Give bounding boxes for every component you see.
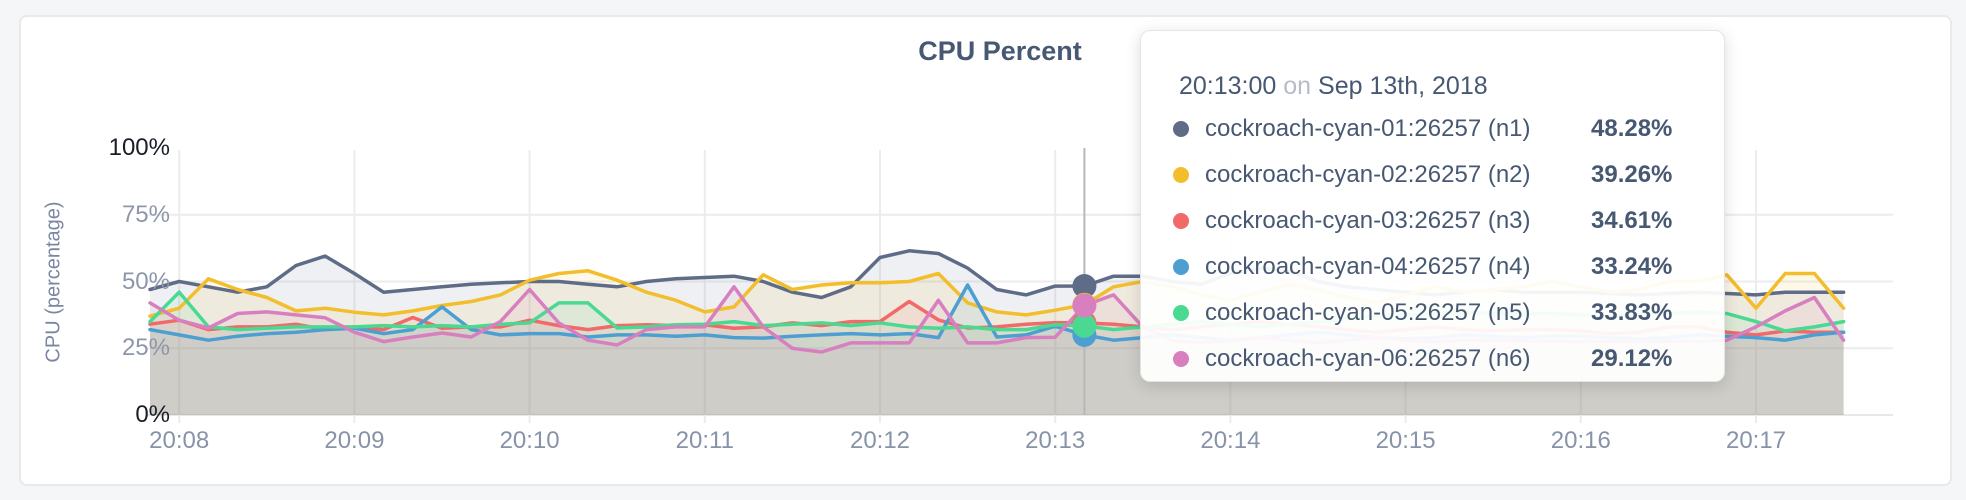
tooltip-series-value: 33.83% — [1591, 299, 1673, 326]
tooltip-series-name: cockroach-cyan-01:26257 (n1) — [1205, 115, 1531, 142]
y-tick-label-0%: 0% — [135, 401, 170, 428]
tooltip-row-n3: cockroach-cyan-03:26257 (n3) 34.61% — [1173, 198, 1694, 244]
tooltip-series-dot-icon — [1173, 305, 1189, 321]
x-tick-label-20:08: 20:08 — [149, 427, 210, 454]
tooltip-series-dot-icon — [1173, 121, 1189, 137]
y-tick-label-50%: 50% — [121, 267, 170, 295]
tooltip-series-dot-icon — [1173, 213, 1189, 229]
hover-dot-n5 — [1072, 313, 1097, 338]
x-tick-label-20:11: 20:11 — [675, 427, 734, 454]
x-tick-label-20:15: 20:15 — [1375, 427, 1436, 454]
tooltip-series-name: cockroach-cyan-02:26257 (n2) — [1205, 161, 1531, 188]
tooltip-series-value: 29.12% — [1591, 345, 1673, 372]
x-tick-label-20:09: 20:09 — [324, 427, 385, 454]
hover-dot-n1 — [1072, 274, 1097, 299]
x-tick-label-20:13: 20:13 — [1025, 427, 1086, 454]
x-tick-label-20:10: 20:10 — [499, 427, 560, 454]
tooltip-series-list: cockroach-cyan-01:26257 (n1) 48.28% cockro… — [1173, 106, 1694, 382]
x-tick-label-20:17: 20:17 — [1725, 427, 1787, 454]
series-area-n4 — [150, 285, 1844, 415]
tooltip-series-name: cockroach-cyan-03:26257 (n3) — [1205, 207, 1531, 234]
tooltip-series-dot-icon — [1173, 259, 1189, 275]
tooltip-series-dot-icon — [1173, 351, 1189, 367]
tooltip-series-value: 34.61% — [1591, 207, 1673, 234]
tooltip-time: 20:13:00 — [1179, 72, 1277, 100]
tooltip-series-value: 33.24% — [1591, 253, 1673, 280]
tooltip-row-n2: cockroach-cyan-02:26257 (n2) 39.26% — [1173, 152, 1694, 198]
tooltip-on-word: on — [1283, 72, 1312, 100]
x-tick-label-20:12: 20:12 — [849, 427, 911, 454]
tooltip-row-n1: cockroach-cyan-01:26257 (n1) 48.28% — [1173, 106, 1694, 152]
tooltip-row-n4: cockroach-cyan-04:26257 (n4) 33.24% — [1173, 244, 1694, 290]
y-tick-label-25%: 25% — [121, 334, 170, 362]
x-tick-label-20:16: 20:16 — [1550, 427, 1611, 454]
tooltip-series-value: 39.26% — [1591, 161, 1673, 188]
tooltip-series-value: 48.28% — [1591, 115, 1673, 142]
tooltip-series-dot-icon — [1173, 167, 1189, 183]
tooltip-timestamp: 20:13:00 on Sep 13th, 2018 — [1179, 71, 1694, 101]
chart-title: CPU Percent — [918, 36, 1082, 66]
tooltip-series-name: cockroach-cyan-06:26257 (n6) — [1205, 345, 1531, 372]
hover-tooltip: 20:13:00 on Sep 13th, 2018 cockroach-cya… — [1140, 30, 1725, 382]
tooltip-series-name: cockroach-cyan-04:26257 (n4) — [1205, 253, 1531, 280]
tooltip-row-n6: cockroach-cyan-06:26257 (n6) 29.12% — [1173, 336, 1694, 382]
tooltip-series-name: cockroach-cyan-05:26257 (n5) — [1205, 299, 1531, 326]
tooltip-date: Sep 13th, 2018 — [1318, 72, 1488, 100]
hover-dot-n6 — [1072, 293, 1097, 318]
tooltip-row-n5: cockroach-cyan-05:26257 (n5) 33.83% — [1173, 290, 1694, 336]
series-area-n6 — [150, 286, 1844, 415]
x-tick-label-20:14: 20:14 — [1200, 427, 1261, 454]
y-tick-label-75%: 75% — [121, 200, 170, 228]
y-tick-label-100%: 100% — [108, 134, 170, 161]
